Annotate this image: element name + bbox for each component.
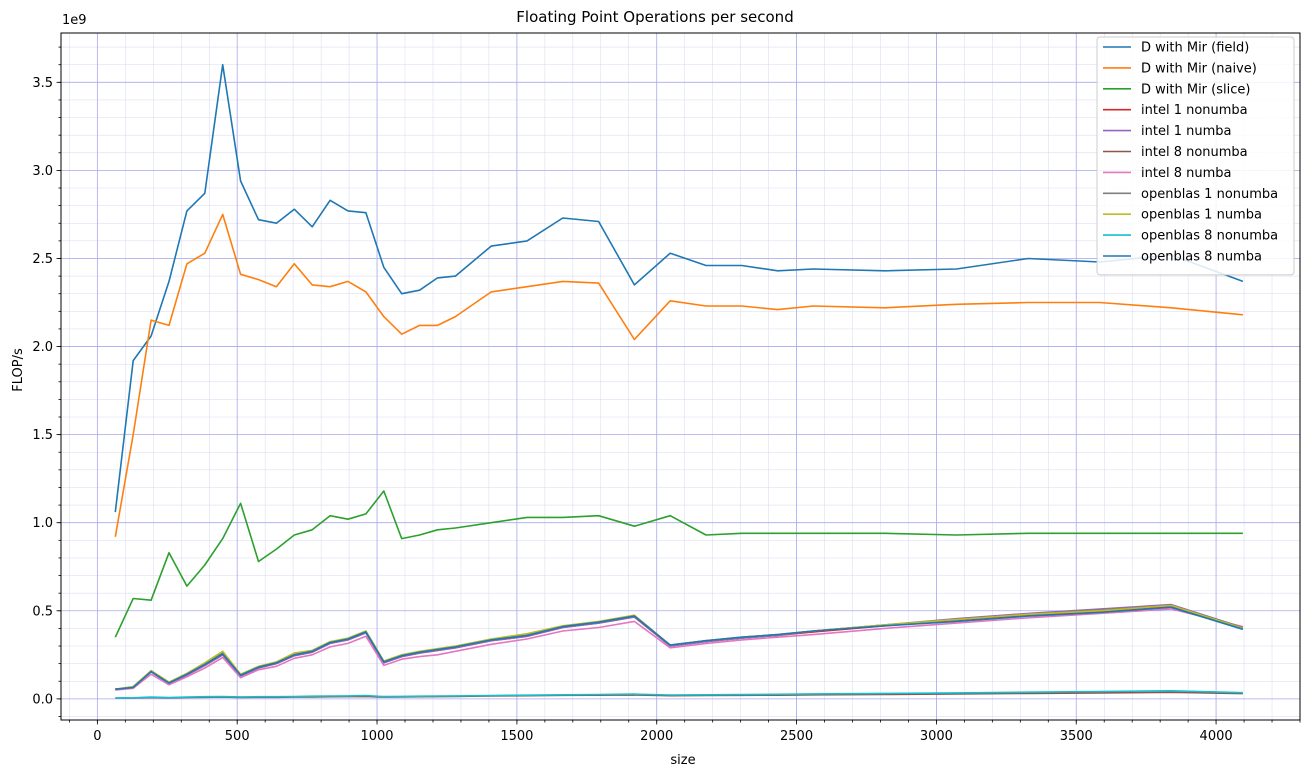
legend-label: openblas 8 nonumba (1141, 229, 1278, 244)
y-tick-label: 3.5 (32, 76, 53, 91)
legend-label: D with Mir (slice) (1141, 82, 1250, 97)
chart-title: Floating Point Operations per second (516, 8, 793, 26)
legend-box (1096, 36, 1295, 276)
x-tick-label: 1000 (360, 729, 393, 744)
legend-label: D with Mir (naive) (1141, 61, 1257, 76)
x-tick-label: 1500 (500, 729, 533, 744)
series-lines (114, 63, 1244, 699)
x-tick-label: 3500 (1060, 729, 1093, 744)
series-line-9 (115, 689, 1243, 699)
x-tick-label: 0 (93, 729, 101, 744)
y-axis-title: FLOP/s (11, 348, 26, 392)
series-line-10 (115, 606, 1244, 690)
x-axis-ticks: 0 500 1000 1500 2000 2500 3000 3500 4000 (68, 720, 1301, 744)
x-tick-label: 500 (225, 729, 250, 744)
series-line-2 (114, 490, 1243, 638)
y-tick-label: 2.0 (32, 340, 53, 355)
series-line-0 (114, 63, 1244, 513)
legend-label: intel 8 numba (1141, 166, 1231, 181)
legend-label: openblas 8 numba (1141, 250, 1262, 265)
x-tick-label: 2000 (640, 729, 673, 744)
plot-frame (60, 32, 1301, 721)
y-tick-label: 1.5 (32, 428, 53, 443)
legend: D with Mir (field) D with Mir (naive) D wi… (1096, 36, 1295, 276)
x-axis-title: size (670, 753, 695, 768)
legend-label: D with Mir (field) (1141, 41, 1249, 56)
legend-label: intel 8 nonumba (1141, 145, 1248, 160)
y-axis-ticks: 0.0 0.5 1.0 1.5 2.0 2.5 3.0 3.5 (32, 46, 61, 717)
legend-label: intel 1 numba (1141, 124, 1231, 139)
series-line-1 (114, 213, 1243, 537)
legend-label: openblas 1 numba (1141, 208, 1262, 223)
y-tick-label: 1.0 (32, 516, 53, 531)
y-tick-label: 3.0 (32, 164, 53, 179)
x-tick-label: 2500 (780, 729, 813, 744)
legend-label: openblas 1 nonumba (1141, 187, 1278, 202)
y-offset-label: 1e9 (62, 13, 87, 28)
y-tick-label: 2.5 (32, 252, 53, 267)
series-line-6 (115, 608, 1244, 691)
y-tick-label: 0.0 (32, 692, 53, 707)
x-tick-label: 4000 (1200, 729, 1233, 744)
legend-label: intel 1 nonumba (1141, 103, 1248, 118)
x-tick-label: 3000 (920, 729, 953, 744)
y-tick-label: 0.5 (32, 604, 53, 619)
